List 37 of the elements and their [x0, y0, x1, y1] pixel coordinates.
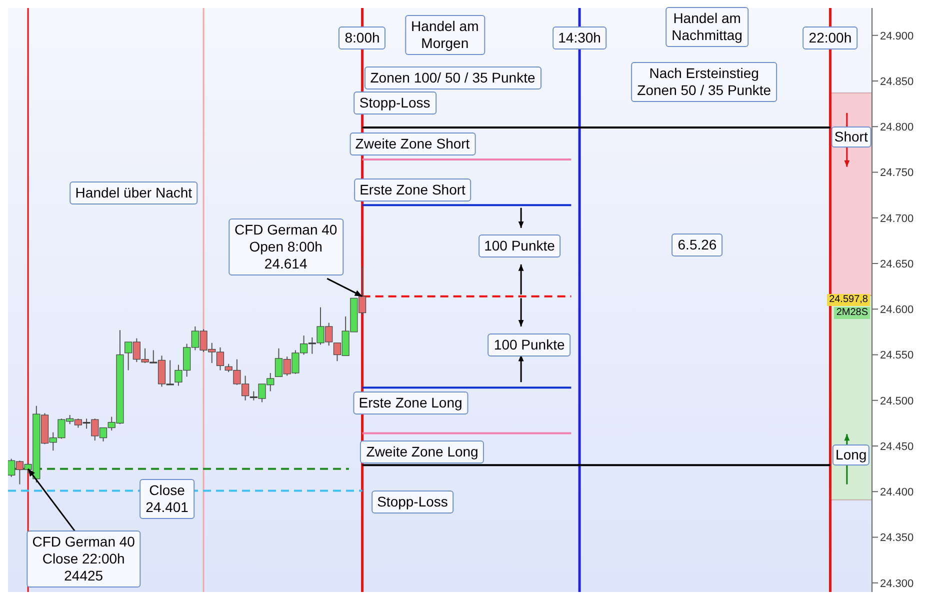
annotation: 100 Punkte [478, 234, 561, 258]
annotation: CFD German 40 Close 22:00h 24425 [26, 530, 141, 588]
annotation: 24.597,8 [827, 294, 870, 306]
annotation: Stopp-Loss [371, 490, 454, 514]
annotation: Stopp-Loss [353, 92, 436, 115]
annotation: 100 Punkte [488, 333, 571, 356]
annotation: Handel über Nacht [69, 181, 198, 204]
y-tick-label: 24.550 [880, 350, 914, 362]
annotation: Nach Ersteinstieg Zonen 50 / 35 Punkte [631, 62, 778, 102]
y-tick-label: 24.650 [880, 258, 914, 270]
y-tick-label: 24.400 [880, 486, 914, 499]
y-tick-label: 24.800 [880, 122, 914, 134]
annotation: Erste Zone Long [352, 392, 468, 415]
ref-line-label: 8:00h [338, 26, 386, 50]
annotation: Erste Zone Short [354, 178, 472, 202]
annotation: Zweite Zone Short [349, 132, 476, 156]
annotation: Zweite Zone Long [360, 440, 484, 464]
y-tick-label: 24.450 [880, 440, 914, 453]
y-tick-label: 24.300 [880, 578, 914, 590]
y-tick-label: 24.350 [880, 532, 914, 544]
y-tick-label: 24.750 [880, 167, 914, 180]
y-tick-label: 24.500 [880, 395, 914, 408]
y-tick-label: 24.850 [880, 76, 914, 88]
band-label: Short [831, 126, 871, 148]
ref-line-label: 22:00h [802, 26, 858, 50]
ref-line-label: 14:30h [552, 26, 607, 50]
y-tick-label: 24.900 [880, 30, 914, 42]
y-tick-label: 24.700 [880, 212, 914, 225]
annotation: Handel am Nachmittag [666, 7, 748, 48]
band-label: Long [832, 444, 870, 466]
annotation: Close 24.401 [140, 478, 194, 519]
y-tick-label: 24.600 [880, 304, 914, 316]
annotation: Zonen 100/ 50 / 35 Punkte [364, 66, 542, 90]
annotation: 2M28S [834, 306, 870, 319]
annotation: 6.5.26 [672, 233, 723, 256]
annotation: Handel am Morgen [405, 15, 485, 56]
annotation: CFD German 40 Open 8:00h 24.614 [228, 218, 344, 276]
